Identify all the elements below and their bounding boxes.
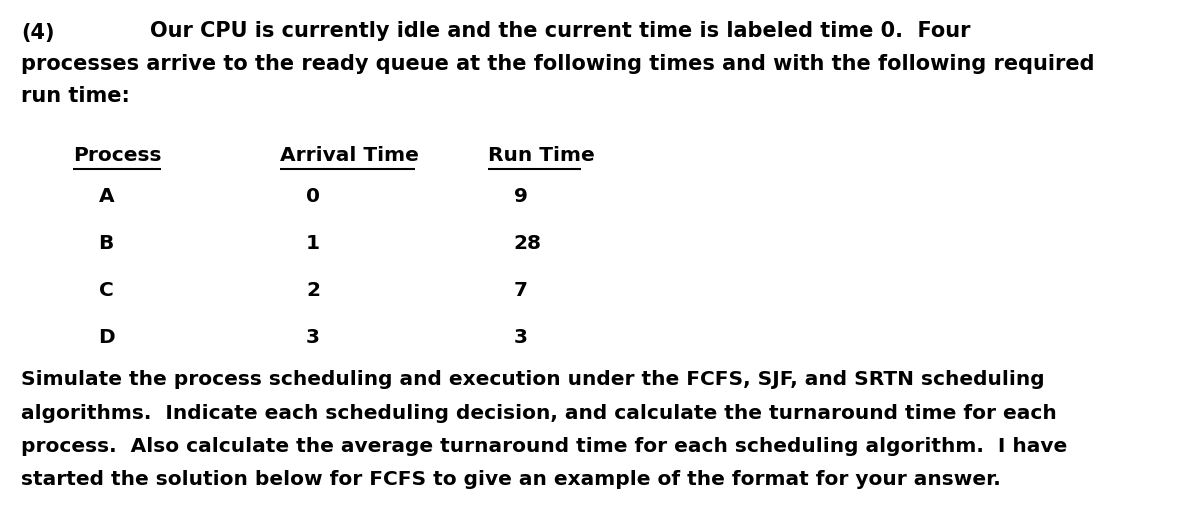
Text: 9: 9: [514, 187, 528, 205]
Text: Arrival Time: Arrival Time: [281, 146, 419, 165]
Text: process.  Also calculate the average turnaround time for each scheduling algorit: process. Also calculate the average turn…: [20, 437, 1067, 456]
Text: B: B: [98, 234, 114, 252]
Text: C: C: [98, 281, 113, 299]
Text: 7: 7: [514, 281, 528, 299]
Text: 28: 28: [514, 234, 541, 252]
Text: started the solution below for FCFS to give an example of the format for your an: started the solution below for FCFS to g…: [20, 470, 1001, 489]
Text: 0: 0: [306, 187, 320, 205]
Text: algorithms.  Indicate each scheduling decision, and calculate the turnaround tim: algorithms. Indicate each scheduling dec…: [20, 404, 1056, 423]
Text: Simulate the process scheduling and execution under the FCFS, SJF, and SRTN sche: Simulate the process scheduling and exec…: [20, 370, 1044, 389]
Text: D: D: [98, 328, 115, 346]
Text: 3: 3: [514, 328, 528, 346]
Text: (4): (4): [20, 23, 54, 43]
Text: Run Time: Run Time: [488, 146, 594, 165]
Text: processes arrive to the ready queue at the following times and with the followin: processes arrive to the ready queue at t…: [20, 54, 1094, 74]
Text: Process: Process: [73, 146, 161, 165]
Text: A: A: [98, 187, 114, 205]
Text: 3: 3: [306, 328, 320, 346]
Text: Our CPU is currently idle and the current time is labeled time 0.  Four: Our CPU is currently idle and the curren…: [150, 21, 971, 41]
Text: 1: 1: [306, 234, 320, 252]
Text: run time:: run time:: [20, 86, 130, 106]
Text: 2: 2: [306, 281, 320, 299]
